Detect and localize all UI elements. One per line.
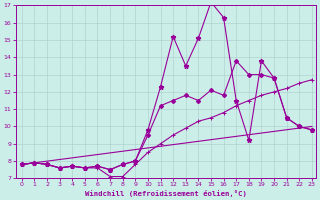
X-axis label: Windchill (Refroidissement éolien,°C): Windchill (Refroidissement éolien,°C) [85, 190, 246, 197]
